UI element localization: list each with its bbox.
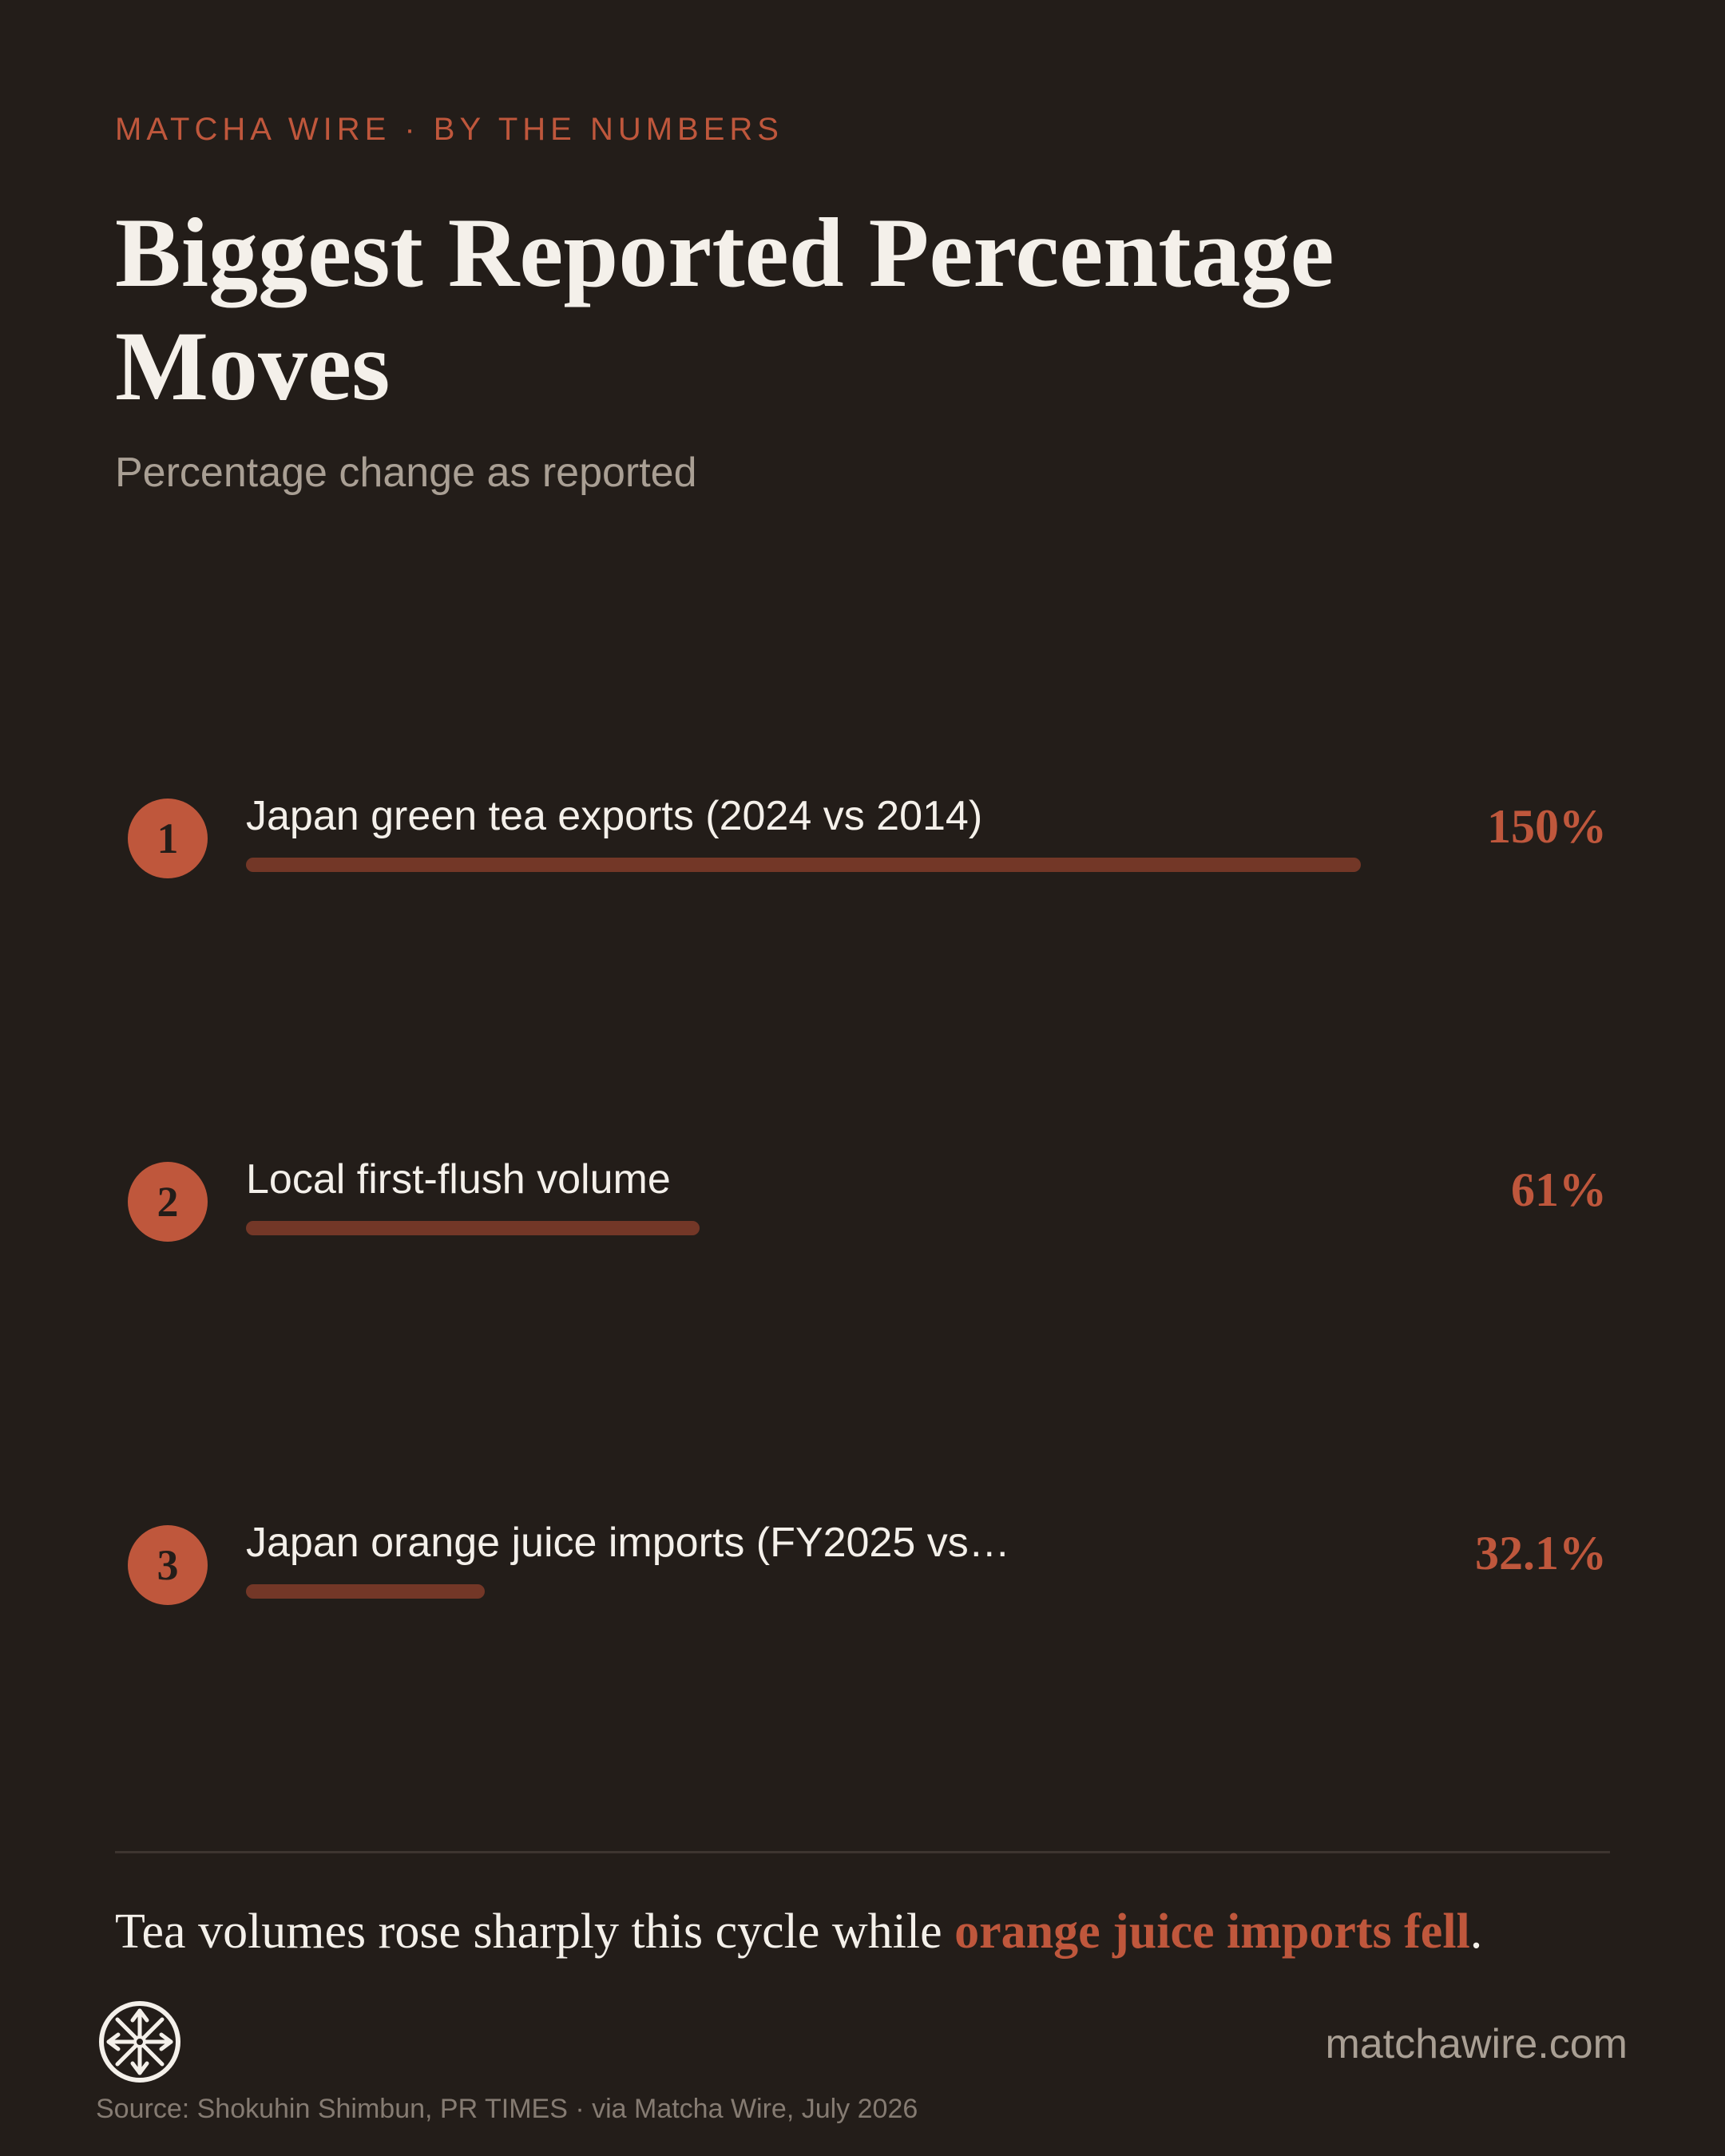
takeaway-text: Tea volumes rose sharply this cycle whil…: [115, 1902, 1482, 1961]
takeaway-highlight: orange juice imports fell: [954, 1904, 1470, 1959]
bar-track: [246, 1221, 1361, 1235]
eyebrow-label: MATCHA WIRE · BY THE NUMBERS: [115, 112, 783, 147]
bar: [246, 1221, 700, 1235]
bar: [246, 858, 1361, 872]
wheel-logo-icon: [99, 2001, 180, 2083]
category-label: Japan green tea exports (2024 vs 2014): [246, 793, 983, 839]
takeaway-prefix: Tea volumes rose sharply this cycle whil…: [115, 1904, 955, 1959]
divider: [115, 1851, 1610, 1853]
value-label: 61%: [1511, 1163, 1607, 1216]
bar: [246, 1584, 485, 1599]
takeaway-suffix: .: [1469, 1904, 1483, 1959]
value-label: 150%: [1487, 800, 1607, 853]
value-label: 32.1%: [1475, 1527, 1607, 1579]
rank-badge: 2: [128, 1162, 208, 1242]
bar-track: [246, 858, 1361, 872]
rank-badge: 1: [128, 799, 208, 878]
category-label: Japan orange juice imports (FY2025 vs…: [246, 1520, 1010, 1566]
site-url: matchawire.com: [1325, 2021, 1628, 2067]
category-label: Local first-flush volume: [246, 1156, 671, 1203]
chart-subtitle: Percentage change as reported: [115, 450, 697, 496]
chart-row: 2 Local first-flush volume 61%: [0, 1156, 1725, 1274]
chart-title: Biggest Reported Percentage Moves: [115, 198, 1334, 421]
bar-track: [246, 1584, 1361, 1599]
rank-badge: 3: [128, 1525, 208, 1605]
chart-row: 1 Japan green tea exports (2024 vs 2014) 1…: [0, 793, 1725, 910]
source-note: Source: Shokuhin Shimbun, PR TIMES · via…: [96, 2094, 918, 2124]
chart-row: 3 Japan orange juice imports (FY2025 vs… 3…: [0, 1520, 1725, 1637]
